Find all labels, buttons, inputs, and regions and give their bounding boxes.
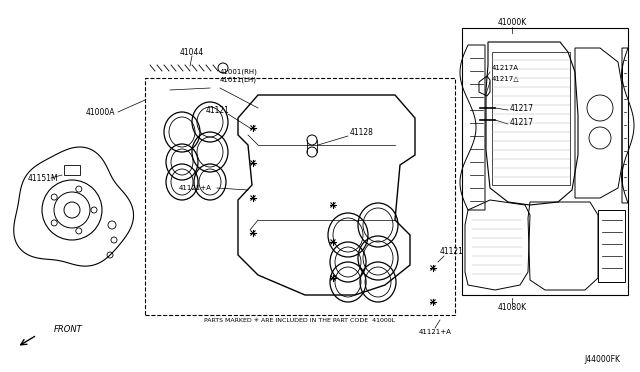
- Text: FRONT: FRONT: [54, 326, 83, 334]
- Text: 41217: 41217: [510, 118, 534, 126]
- Text: 41217: 41217: [510, 103, 534, 112]
- Text: 41001(RH): 41001(RH): [220, 69, 258, 75]
- Text: 41121+A: 41121+A: [179, 185, 211, 191]
- Text: 41044: 41044: [180, 48, 204, 57]
- Bar: [462, 28, 628, 295]
- Bar: [145, 78, 455, 315]
- Text: 41217△: 41217△: [492, 75, 520, 81]
- Text: 41080K: 41080K: [497, 304, 527, 312]
- Bar: [64, 165, 80, 175]
- Text: 41128: 41128: [350, 128, 374, 137]
- Text: 41011(LH): 41011(LH): [220, 77, 257, 83]
- Text: 41217A: 41217A: [492, 65, 519, 71]
- Bar: [492, 52, 570, 185]
- Text: 41151M: 41151M: [28, 173, 59, 183]
- Text: 41000K: 41000K: [497, 17, 527, 26]
- Text: 41121+A: 41121+A: [419, 329, 451, 335]
- Text: PARTS MARKED ✳ ARE INCLUDED IN THE PART CODE  41000L: PARTS MARKED ✳ ARE INCLUDED IN THE PART …: [204, 317, 396, 323]
- Text: J44000FK: J44000FK: [584, 356, 620, 365]
- Text: 41121: 41121: [206, 106, 230, 115]
- Text: 41121: 41121: [440, 247, 464, 257]
- Text: 41000A: 41000A: [85, 108, 115, 116]
